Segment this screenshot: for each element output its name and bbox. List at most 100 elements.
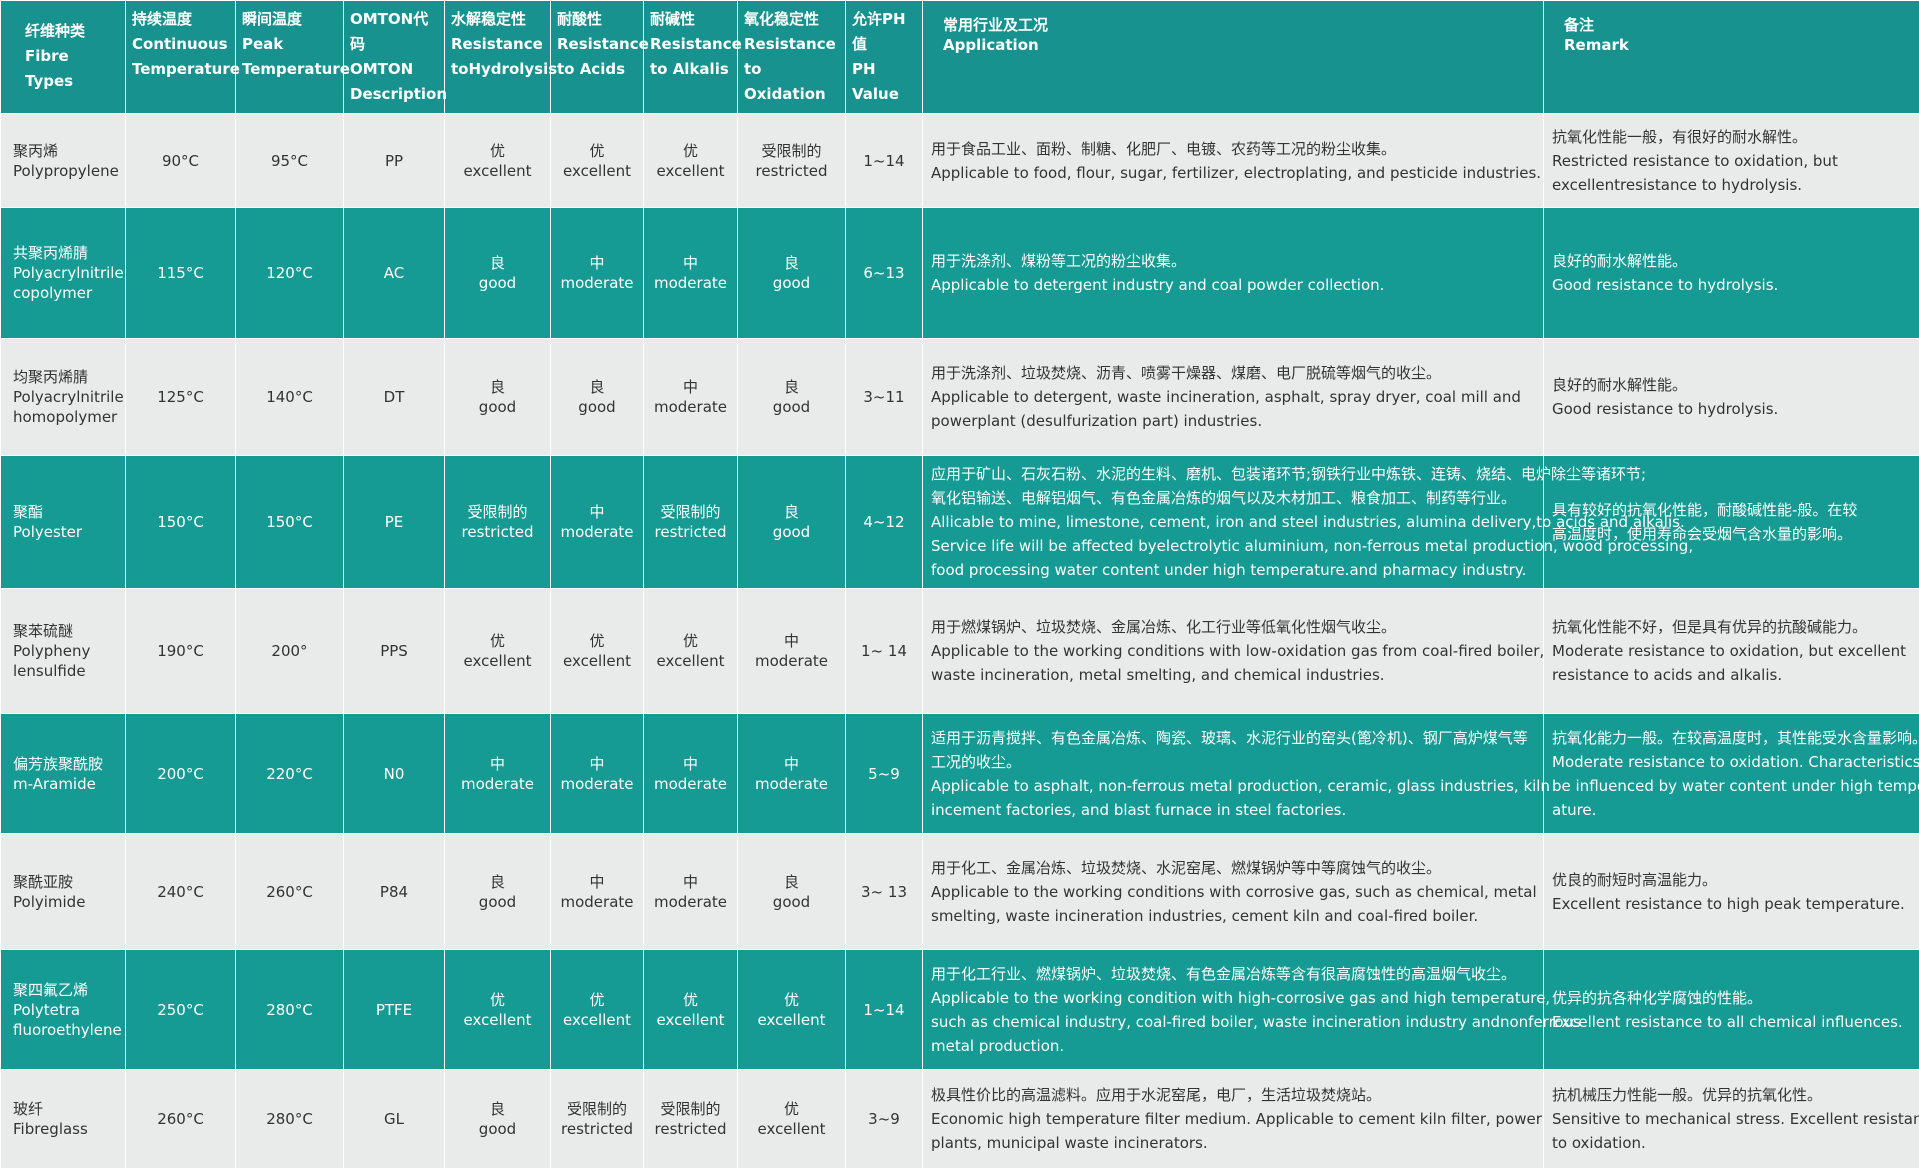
cell-remark: 抗机械压力性能一般。优异的抗氧化性。Sensitive to mechanica… (1544, 1070, 1919, 1169)
cell-line: 优 (644, 631, 737, 651)
cell-line: 优 (644, 141, 737, 161)
cell-line: Polyester (13, 522, 113, 542)
cell-line: 良 (445, 253, 550, 273)
cell-line: 优 (445, 990, 550, 1010)
cell-line: Allicable to mine, limestone, cement, ir… (931, 510, 1535, 534)
cell-line: 良 (738, 872, 845, 892)
cell-line: good (445, 273, 550, 293)
header-line: toHydrolysis (451, 57, 544, 82)
header-line: Resistance (744, 32, 839, 57)
header-line: 持续温度 (132, 7, 229, 32)
cell-line: Applicable to detergent industry and coa… (931, 273, 1535, 297)
cell-line: Excellent resistance to all chemical inf… (1552, 1010, 1911, 1034)
cell-line: restricted (738, 161, 845, 181)
cell-line: good (738, 397, 845, 417)
cell-ph-value: 3~9 (846, 1070, 923, 1169)
cell-line: good (445, 892, 550, 912)
cell-line: Applicable to asphalt, non-ferrous metal… (931, 774, 1535, 798)
cell-line: 玻纤 (13, 1099, 113, 1119)
cell-line: Polyimide (13, 892, 113, 912)
cell-line: 用于燃煤锅炉、垃圾焚烧、金属冶炼、化工行业等低氧化性烟气收尘。 (931, 615, 1535, 639)
cell-line: Polypheny (13, 641, 113, 661)
cell-peak-temperature: 220°C (236, 714, 344, 834)
cell-peak-temperature: 95°C (236, 114, 344, 208)
cell-continuous-temperature: 260°C (126, 1070, 236, 1169)
cell-remark: 优异的抗各种化学腐蚀的性能。Excellent resistance to al… (1544, 950, 1919, 1070)
cell-line: 中 (644, 872, 737, 892)
header-line: OMTON代码 (350, 7, 438, 57)
header-line: 水解稳定性 (451, 7, 544, 32)
header-line: PH (852, 57, 916, 82)
header-line: Resistance (557, 32, 637, 57)
cell-line: 氧化铝输送、电解铝烟气、有色金属冶炼的烟气以及木材加工、粮食加工、制药等行业。 (931, 486, 1535, 510)
header-line: Value (852, 82, 916, 107)
cell-line: moderate (644, 397, 737, 417)
cell-line: Excellent resistance to high peak temper… (1552, 892, 1911, 916)
cell-line: 中 (445, 754, 550, 774)
cell-line: restricted (445, 522, 550, 542)
cell-continuous-temperature: 250°C (126, 950, 236, 1070)
cell-line: good (445, 1119, 550, 1139)
cell-line: 用于化工行业、燃煤锅炉、垃圾焚烧、有色金属冶炼等含有很高腐蚀性的高温烟气收尘。 (931, 962, 1535, 986)
cell-line: 聚丙烯 (13, 141, 113, 161)
cell-line: 受限制的 (738, 141, 845, 161)
cell-line: 中 (644, 377, 737, 397)
cell-peak-temperature: 260°C (236, 834, 344, 950)
cell-remark: 抗氧化能力一般。在较高温度时，其性能受水含量影响。Moderate resist… (1544, 714, 1919, 834)
cell-line: Polypropylene (13, 161, 113, 181)
cell-line: Applicable to the working conditions wit… (931, 639, 1535, 663)
cell-application: 适用于沥青搅拌、有色金属冶炼、陶瓷、玻璃、水泥行业的窑头(篦冷机)、钢厂高炉煤气… (923, 714, 1544, 834)
cell-omton-description: N0 (344, 714, 445, 834)
cell-line: fluoroethylene (13, 1020, 113, 1040)
header-line: Application (943, 35, 1537, 55)
header-line: 耐酸性 (557, 7, 637, 32)
cell-line: 极具性价比的高温滤料。应用于水泥窑尾，电厂，生活垃圾焚烧站。 (931, 1083, 1535, 1107)
cell-remark: 良好的耐水解性能。Good resistance to hydrolysis. (1544, 208, 1919, 339)
cell-line: 工况的收尘。 (931, 750, 1535, 774)
cell-line: 受限制的 (644, 1099, 737, 1119)
cell-application: 用于洗涤剂、煤粉等工况的粉尘收集。Applicable to detergent… (923, 208, 1544, 339)
cell-line: Moderate resistance to oxidation, but ex… (1552, 639, 1911, 663)
cell-line: excellent (644, 161, 737, 181)
cell-omton-description: DT (344, 339, 445, 456)
cell-line: ature. (1552, 798, 1911, 822)
cell-ph-value: 5~9 (846, 714, 923, 834)
cell-line: Fibreglass (13, 1119, 113, 1139)
cell-application: 用于化工行业、燃煤锅炉、垃圾焚烧、有色金属冶炼等含有很高腐蚀性的高温烟气收尘。A… (923, 950, 1544, 1070)
cell-line: 聚苯硫醚 (13, 621, 113, 641)
cell-line: 抗氧化性能不好，但是具有优异的抗酸碱能力。 (1552, 615, 1911, 639)
cell-application: 用于燃煤锅炉、垃圾焚烧、金属冶炼、化工行业等低氧化性烟气收尘。Applicabl… (923, 589, 1544, 714)
cell-ph-value: 4~12 (846, 456, 923, 589)
cell-line: Polytetra (13, 1000, 113, 1020)
cell-line: Applicable to food, flour, sugar, fertil… (931, 161, 1535, 185)
cell-line: Good resistance to hydrolysis. (1552, 273, 1911, 297)
cell-line: 偏芳族聚酰胺 (13, 754, 113, 774)
cell-line: excellent (644, 651, 737, 671)
header-line: to Alkalis (650, 57, 731, 82)
cell-line: 受限制的 (644, 502, 737, 522)
cell-line: 均聚丙烯腈 (13, 367, 113, 387)
header-line: to Acids (557, 57, 637, 82)
cell-omton-description: PE (344, 456, 445, 589)
cell-line: 优 (551, 631, 643, 651)
